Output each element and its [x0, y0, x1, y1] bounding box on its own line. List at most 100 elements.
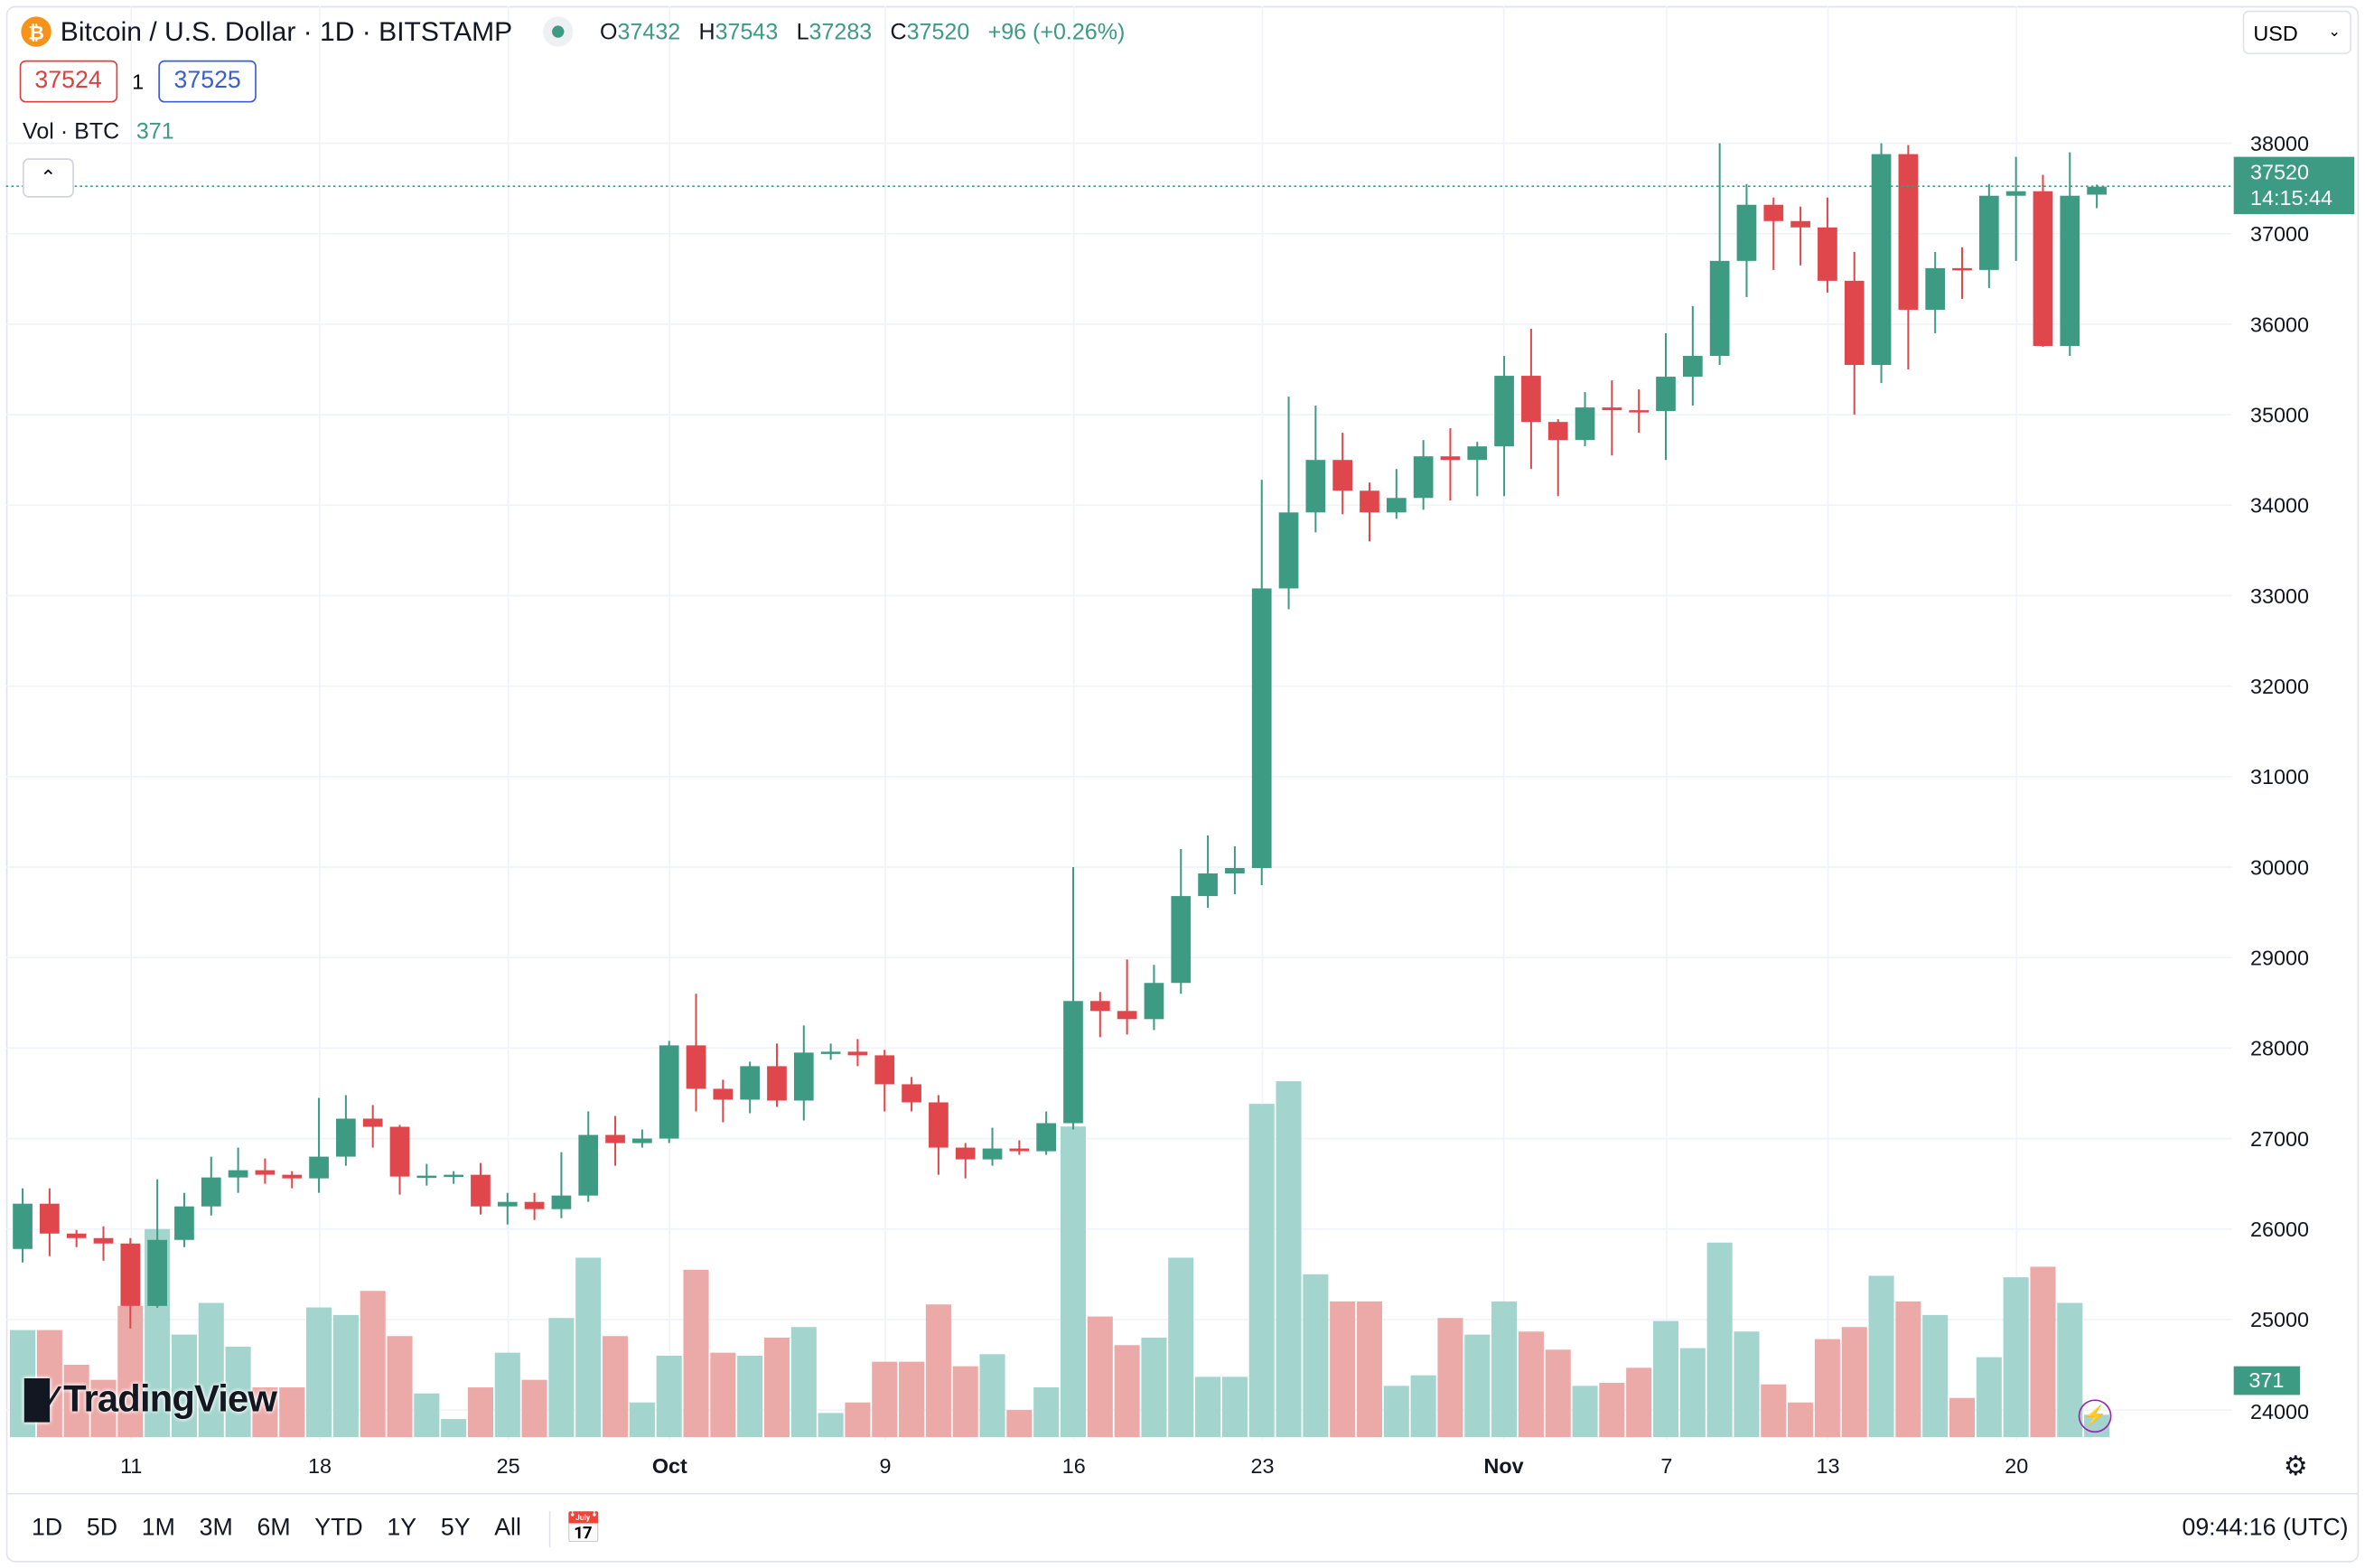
candle[interactable]	[1656, 332, 1676, 461]
candle[interactable]	[1547, 419, 1568, 497]
candle[interactable]	[1952, 247, 1972, 299]
range-button-3m[interactable]: 3M	[199, 1515, 233, 1541]
candle[interactable]	[1575, 392, 1595, 447]
candle[interactable]	[309, 1097, 329, 1193]
candle[interactable]	[282, 1171, 303, 1189]
candle[interactable]	[1978, 183, 1999, 288]
candle[interactable]	[120, 1237, 141, 1329]
candle[interactable]	[1278, 397, 1299, 610]
tradingview-logo[interactable]: █⁄ TradingView	[24, 1378, 277, 1422]
candle[interactable]	[632, 1129, 652, 1148]
candle[interactable]	[1198, 835, 1218, 909]
currency-select[interactable]: USD ⌄	[2242, 10, 2351, 55]
candle[interactable]	[444, 1171, 464, 1184]
candle[interactable]	[524, 1192, 545, 1220]
range-button-all[interactable]: All	[494, 1515, 521, 1541]
candle[interactable]	[605, 1115, 625, 1166]
candle[interactable]	[1063, 867, 1083, 1130]
candle[interactable]	[1790, 206, 1810, 266]
candle[interactable]	[793, 1025, 814, 1121]
candle[interactable]	[1089, 992, 1110, 1038]
candle[interactable]	[929, 1095, 949, 1175]
settings-gear-icon[interactable]: ⚙	[2283, 1451, 2308, 1481]
candle[interactable]	[336, 1095, 356, 1166]
candle[interactable]	[471, 1162, 491, 1215]
candle[interactable]	[1413, 440, 1434, 510]
candle[interactable]	[1117, 959, 1137, 1035]
candle[interactable]	[1332, 433, 1353, 515]
candle[interactable]	[1251, 480, 1272, 886]
candle[interactable]	[362, 1105, 383, 1148]
symbol-title[interactable]: Bitcoin / U.S. Dollar · 1D · BITSTAMP	[60, 15, 513, 46]
candle[interactable]	[201, 1156, 221, 1216]
candle[interactable]	[1871, 143, 1892, 384]
candle[interactable]	[1440, 428, 1461, 501]
candle[interactable]	[1844, 251, 1865, 415]
candle[interactable]	[1521, 328, 1541, 470]
buy-button[interactable]: 37525	[158, 60, 257, 103]
candle[interactable]	[1467, 442, 1488, 497]
candle[interactable]	[40, 1188, 60, 1256]
candle[interactable]	[1602, 380, 1622, 456]
candle[interactable]	[982, 1127, 1003, 1166]
volume-legend-label: Vol · BTC	[23, 118, 120, 145]
calendar-goto-icon[interactable]: 📅	[565, 1512, 603, 1546]
range-button-ytd[interactable]: YTD	[314, 1515, 363, 1541]
candle[interactable]	[1386, 469, 1407, 519]
candle[interactable]	[820, 1043, 841, 1060]
candle[interactable]	[2087, 184, 2107, 209]
candle[interactable]	[497, 1192, 518, 1225]
lightning-icon[interactable]: ⚡	[2078, 1399, 2112, 1433]
candle[interactable]	[389, 1125, 410, 1195]
candle[interactable]	[902, 1077, 921, 1112]
candle[interactable]	[1360, 482, 1379, 542]
candle[interactable]	[174, 1192, 194, 1247]
candle[interactable]	[1009, 1140, 1030, 1155]
candle[interactable]	[1736, 183, 1757, 297]
candle[interactable]	[1925, 251, 1946, 333]
candle[interactable]	[2005, 156, 2026, 261]
candle[interactable]	[713, 1079, 734, 1123]
candle[interactable]	[416, 1163, 437, 1186]
candle[interactable]	[1305, 406, 1326, 533]
candle[interactable]	[1898, 145, 1919, 370]
range-button-5d[interactable]: 5D	[86, 1515, 118, 1541]
candle[interactable]	[1682, 305, 1703, 406]
candle[interactable]	[2060, 152, 2080, 357]
candle[interactable]	[93, 1226, 114, 1261]
candle[interactable]	[228, 1147, 248, 1193]
candle[interactable]	[659, 1041, 679, 1143]
market-status-icon[interactable]	[542, 16, 574, 47]
candle[interactable]	[1709, 143, 1730, 366]
range-button-6m[interactable]: 6M	[257, 1515, 291, 1541]
candle[interactable]	[551, 1152, 572, 1218]
candle[interactable]	[847, 1039, 868, 1067]
clock[interactable]: 09:44:16 (UTC)	[2182, 1515, 2349, 1541]
candle[interactable]	[1144, 965, 1164, 1031]
candle[interactable]	[1494, 356, 1514, 497]
collapse-legend-button[interactable]: ⌃	[23, 158, 74, 198]
range-button-5y[interactable]: 5Y	[440, 1515, 471, 1541]
candle[interactable]	[1225, 845, 1245, 895]
candle[interactable]	[740, 1061, 761, 1114]
candle[interactable]	[767, 1043, 787, 1107]
candle[interactable]	[147, 1179, 167, 1308]
candle[interactable]	[1036, 1111, 1057, 1155]
range-button-1y[interactable]: 1Y	[387, 1515, 417, 1541]
sell-button[interactable]: 37524	[19, 60, 117, 103]
range-button-1d[interactable]: 1D	[32, 1515, 63, 1541]
candle[interactable]	[686, 994, 706, 1112]
candle[interactable]	[66, 1229, 87, 1247]
candle[interactable]	[1629, 389, 1650, 434]
candle[interactable]	[955, 1143, 976, 1179]
candle[interactable]	[1763, 197, 1784, 270]
candle[interactable]	[255, 1158, 276, 1184]
range-button-1m[interactable]: 1M	[141, 1515, 175, 1541]
candle[interactable]	[1818, 197, 1837, 293]
candle[interactable]	[2033, 174, 2053, 348]
candle[interactable]	[13, 1188, 33, 1263]
candle[interactable]	[578, 1111, 599, 1202]
candle[interactable]	[1171, 848, 1192, 994]
candle[interactable]	[874, 1050, 895, 1112]
